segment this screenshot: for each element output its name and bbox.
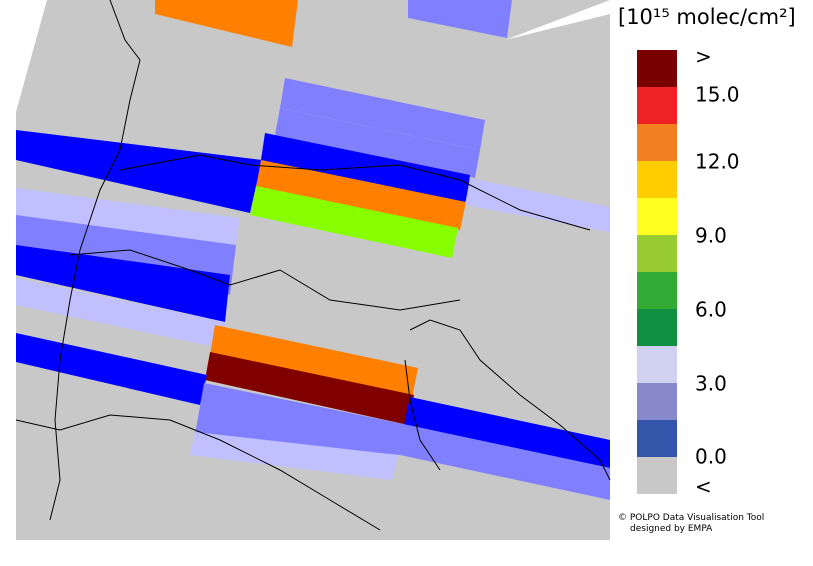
legend: [10¹⁵ molec/cm²] >15.0 12.0 9.0 6.0 3.0 0.0 < xyxy=(618,5,796,499)
swath xyxy=(404,397,610,468)
legend-label: 9.0 xyxy=(695,224,727,248)
swath xyxy=(465,178,610,232)
legend-label: 0.0 xyxy=(695,445,727,469)
swath xyxy=(275,108,480,178)
color-swatch xyxy=(637,272,677,309)
legend-label: 3.0 xyxy=(695,372,727,396)
swath xyxy=(155,0,298,47)
no-data xyxy=(505,0,610,40)
swath xyxy=(408,0,512,38)
color-swatch xyxy=(637,161,677,198)
swath xyxy=(16,130,262,213)
legend-label: 15.0 xyxy=(695,83,740,107)
coastline xyxy=(409,319,611,481)
credit: designed by EMPA xyxy=(630,524,713,534)
color-swatch xyxy=(637,346,677,383)
border xyxy=(69,249,461,311)
swath xyxy=(250,186,458,258)
swath xyxy=(16,188,240,245)
swath xyxy=(210,325,418,398)
swath xyxy=(16,278,225,348)
credit: © POLPO Data Visualisation Tool xyxy=(618,513,764,523)
swath xyxy=(16,333,207,405)
legend-label: 6.0 xyxy=(695,298,727,322)
color-swatch xyxy=(637,383,677,420)
map xyxy=(15,0,611,540)
color-swatch xyxy=(637,235,677,272)
legend-label: 12.0 xyxy=(695,150,740,174)
border xyxy=(119,154,591,231)
swath xyxy=(195,383,610,500)
color-swatch xyxy=(637,124,677,161)
swath xyxy=(16,245,230,322)
swath xyxy=(190,432,398,480)
color-swatch xyxy=(637,50,677,87)
swath xyxy=(205,352,414,425)
border xyxy=(49,0,141,521)
color-swatch xyxy=(637,457,677,494)
color-swatch xyxy=(637,198,677,235)
color-swatch xyxy=(637,87,677,124)
legend-label: > xyxy=(695,45,712,69)
swath xyxy=(280,78,485,150)
legend-label: < xyxy=(695,475,712,499)
swath xyxy=(261,133,470,205)
color-swatch xyxy=(637,309,677,346)
coastline xyxy=(15,414,381,531)
color-swatch xyxy=(637,420,677,457)
coastline xyxy=(404,359,441,471)
legend-title: [10¹⁵ molec/cm²] xyxy=(618,5,796,29)
swath xyxy=(256,160,466,230)
